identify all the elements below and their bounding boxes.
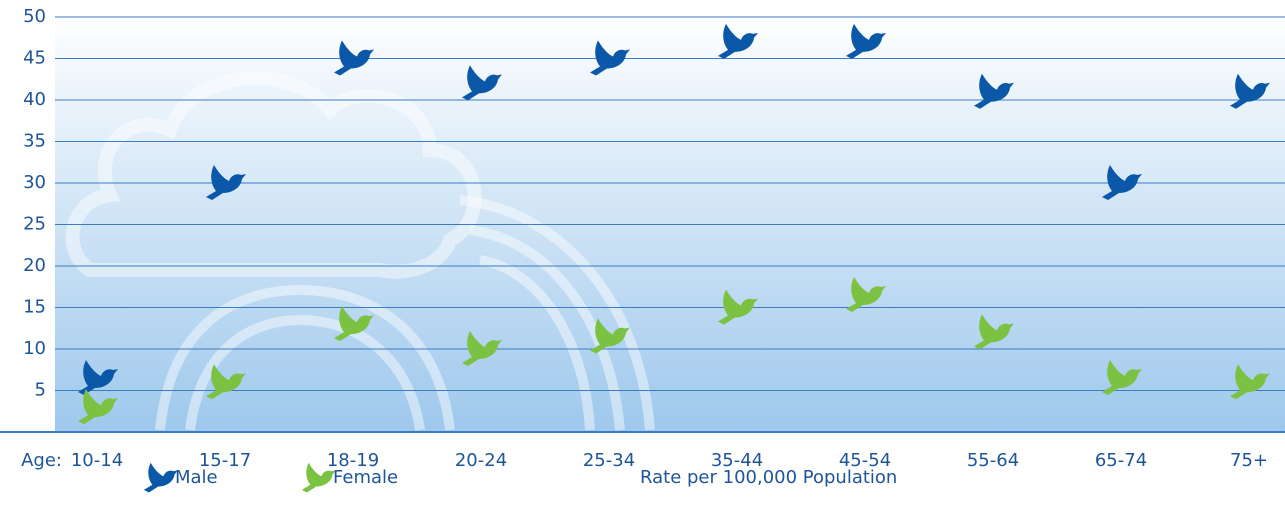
x-tick-label: 65-74 <box>1095 450 1147 471</box>
legend-label: Female <box>333 467 398 488</box>
bird-marker <box>334 306 374 342</box>
bird-marker <box>1230 73 1270 109</box>
bird-marker <box>462 331 502 366</box>
x-tick-label: 15-17 <box>199 450 251 471</box>
y-tick-label: 40 <box>23 89 46 110</box>
y-tick-label: 5 <box>35 380 46 401</box>
y-axis-label: Rate per 100,000 Population <box>640 467 897 488</box>
y-tick-label: 25 <box>23 214 46 235</box>
x-tick-label: 10-14 <box>71 450 123 471</box>
x-axis-label: Age: <box>21 450 62 471</box>
x-tick-label: 35-44 <box>711 450 763 471</box>
x-tick-label: 55-64 <box>967 450 1019 471</box>
bird-marker <box>1102 360 1142 396</box>
y-tick-label: 20 <box>23 255 46 276</box>
legend-label: Male <box>175 467 218 488</box>
y-tick-label: 30 <box>23 172 46 193</box>
legend-marker <box>143 462 178 493</box>
bird-marker <box>846 277 886 313</box>
plot-background <box>55 10 1285 432</box>
bird-marker <box>334 40 374 76</box>
bird-marker <box>974 314 1014 350</box>
bird-marker <box>1230 364 1270 400</box>
x-tick-label: 18-19 <box>327 450 379 471</box>
bird-marker <box>718 23 758 59</box>
y-tick-label: 50 <box>23 6 46 27</box>
y-tick-label: 10 <box>23 338 46 359</box>
bird-marker <box>78 360 118 396</box>
y-tick-label: 35 <box>23 131 46 152</box>
bird-marker <box>846 23 886 59</box>
bird-marker <box>206 364 246 400</box>
bird-marker <box>462 65 502 101</box>
bird-marker <box>718 289 758 325</box>
cloud-decoration <box>65 70 655 431</box>
x-tick-label: 25-34 <box>583 450 635 471</box>
bird-marker <box>590 40 630 76</box>
x-tick-label: 75+ <box>1230 450 1268 471</box>
legend-marker <box>301 462 336 493</box>
y-tick-label: 15 <box>23 297 46 318</box>
bird-marker <box>590 318 630 354</box>
bird-marker <box>974 73 1014 109</box>
x-tick-label: 45-54 <box>839 450 891 471</box>
bird-marker <box>206 165 246 200</box>
bird-marker <box>78 389 118 425</box>
y-tick-label: 45 <box>23 48 46 69</box>
bird-marker <box>1102 165 1142 200</box>
x-tick-label: 20-24 <box>455 450 507 471</box>
